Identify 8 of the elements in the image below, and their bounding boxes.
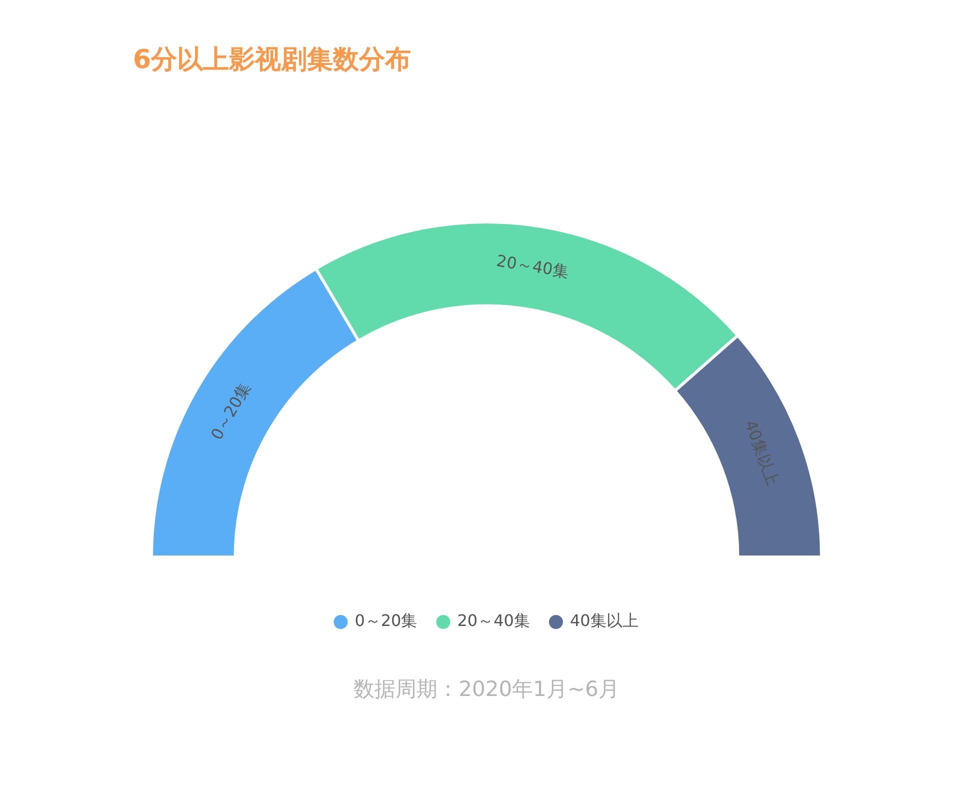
legend-label: 20～40集 [457, 611, 530, 630]
text: 数据周期：2020年1月~6月 [352, 676, 620, 703]
slice-label: 0～20集 [206, 379, 254, 443]
legend-label: 0～20集 [354, 611, 418, 630]
slice-label: 40集以上 [740, 418, 783, 488]
slice-label: 20～40集 [495, 251, 570, 282]
chart-title: 6分以上影视剧集数分布 [133, 44, 412, 77]
legend-label: 40集以上 [570, 611, 638, 630]
